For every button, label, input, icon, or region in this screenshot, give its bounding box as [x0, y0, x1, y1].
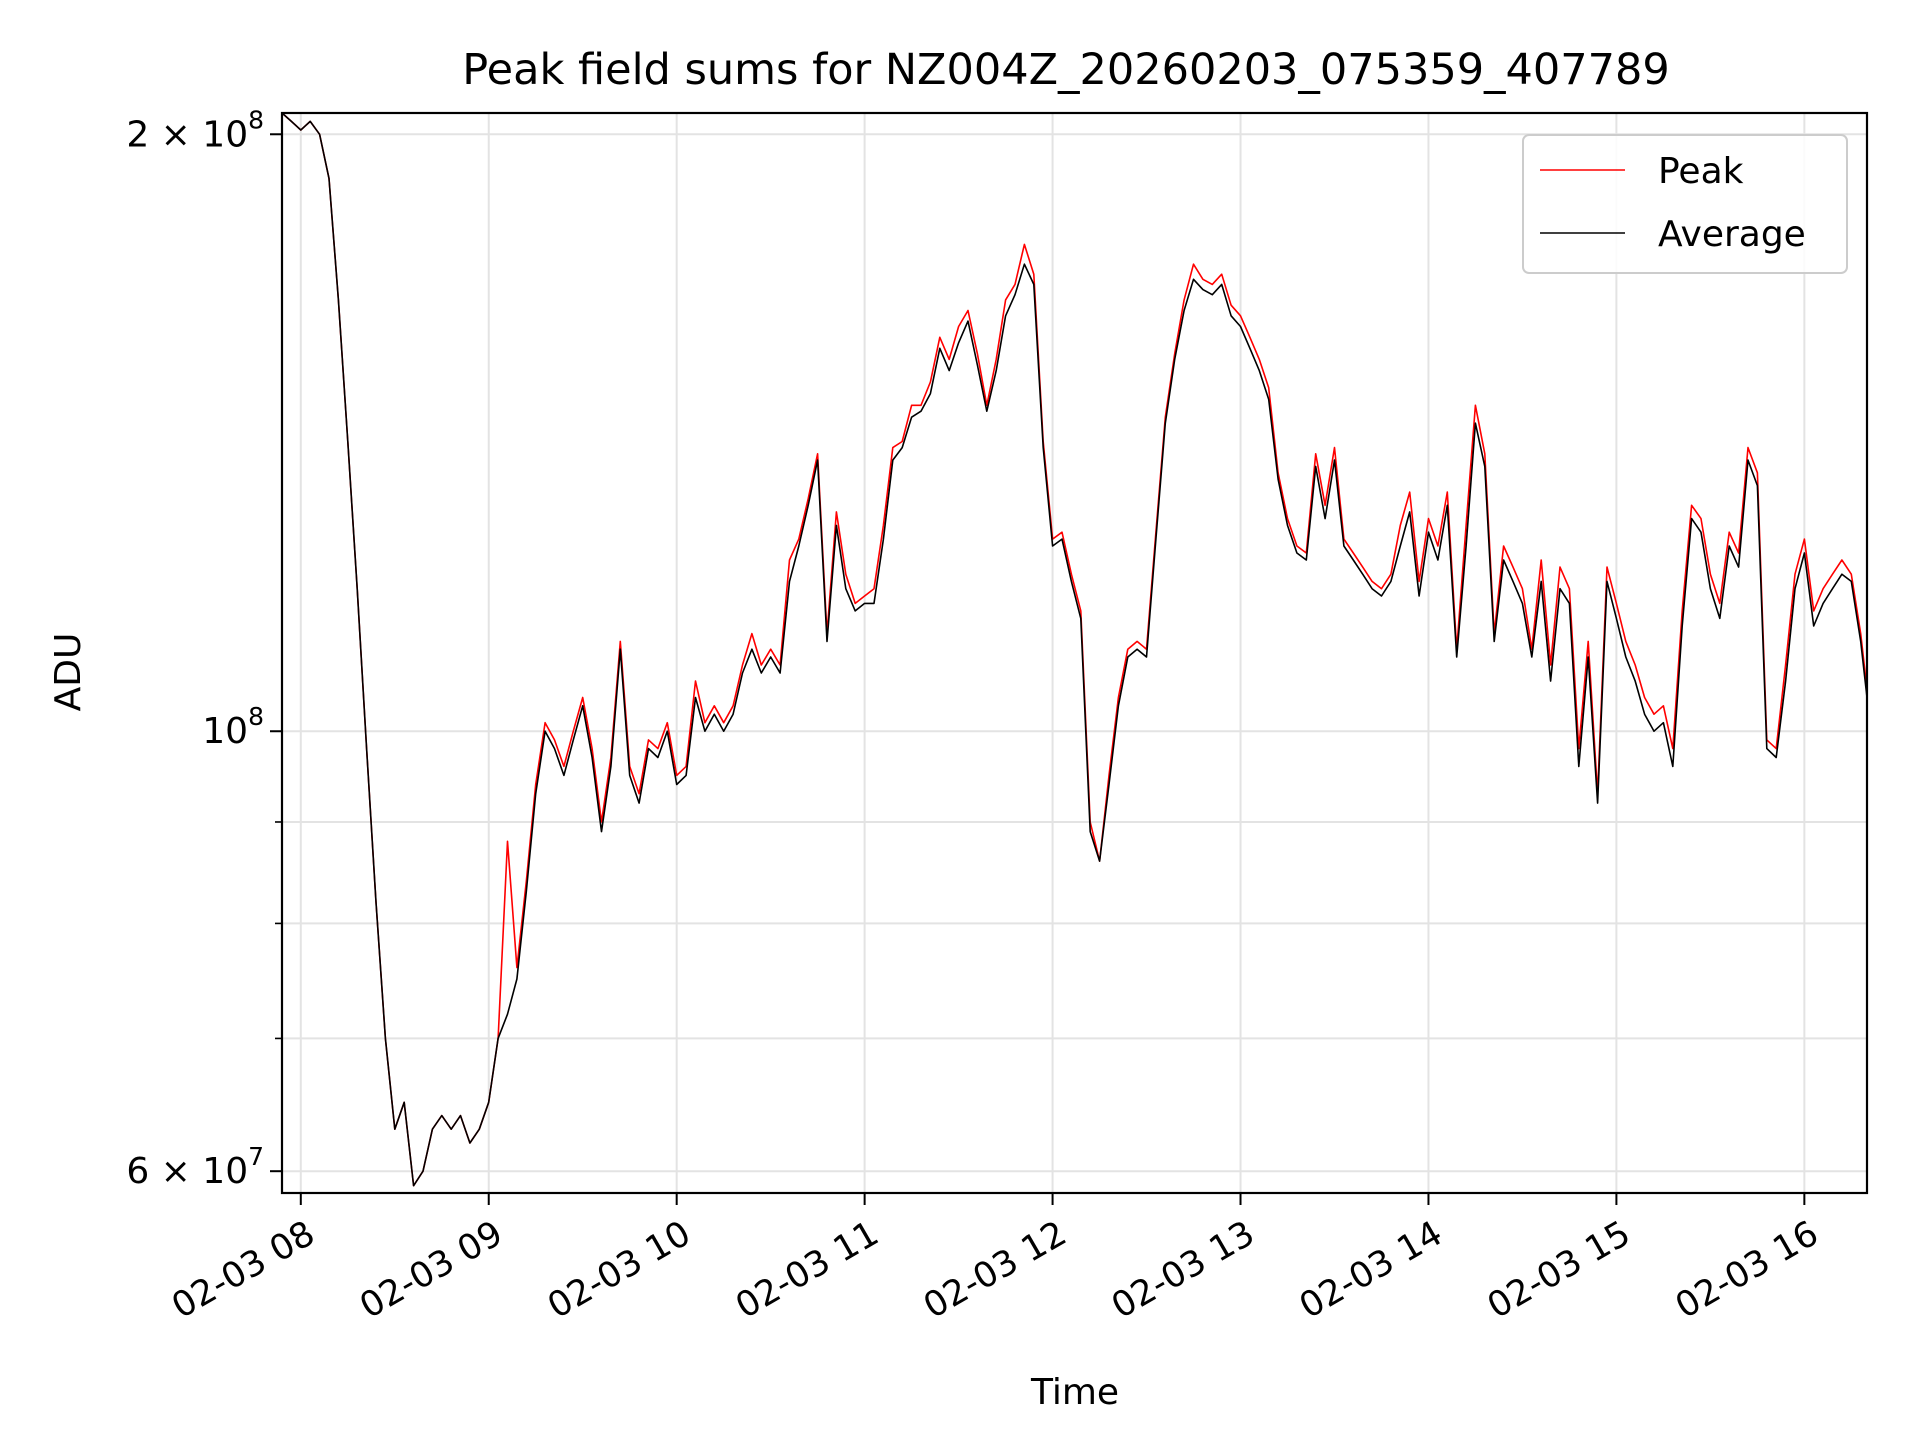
plot-frame	[280, 111, 1869, 1195]
x-axis-label: Time	[1030, 1372, 1119, 1413]
chart-title: Peak field sums for NZ004Z_20260203_0753…	[462, 45, 1669, 95]
plot-lines	[281, 112, 1868, 1187]
legend: Peak Average	[1522, 134, 1848, 274]
y-axis-label: ADU	[48, 633, 89, 712]
y-tick-label: 2 × 108	[126, 105, 264, 155]
y-axis: 2 × 108 108 6 × 107	[126, 105, 282, 1192]
y-tick-label: 6 × 107	[126, 1142, 264, 1192]
legend-label-average: Average	[1658, 214, 1806, 255]
series-line-average	[281, 112, 1868, 1187]
y-tick-label: 108	[202, 702, 264, 752]
legend-label-peak: Peak	[1658, 151, 1744, 192]
